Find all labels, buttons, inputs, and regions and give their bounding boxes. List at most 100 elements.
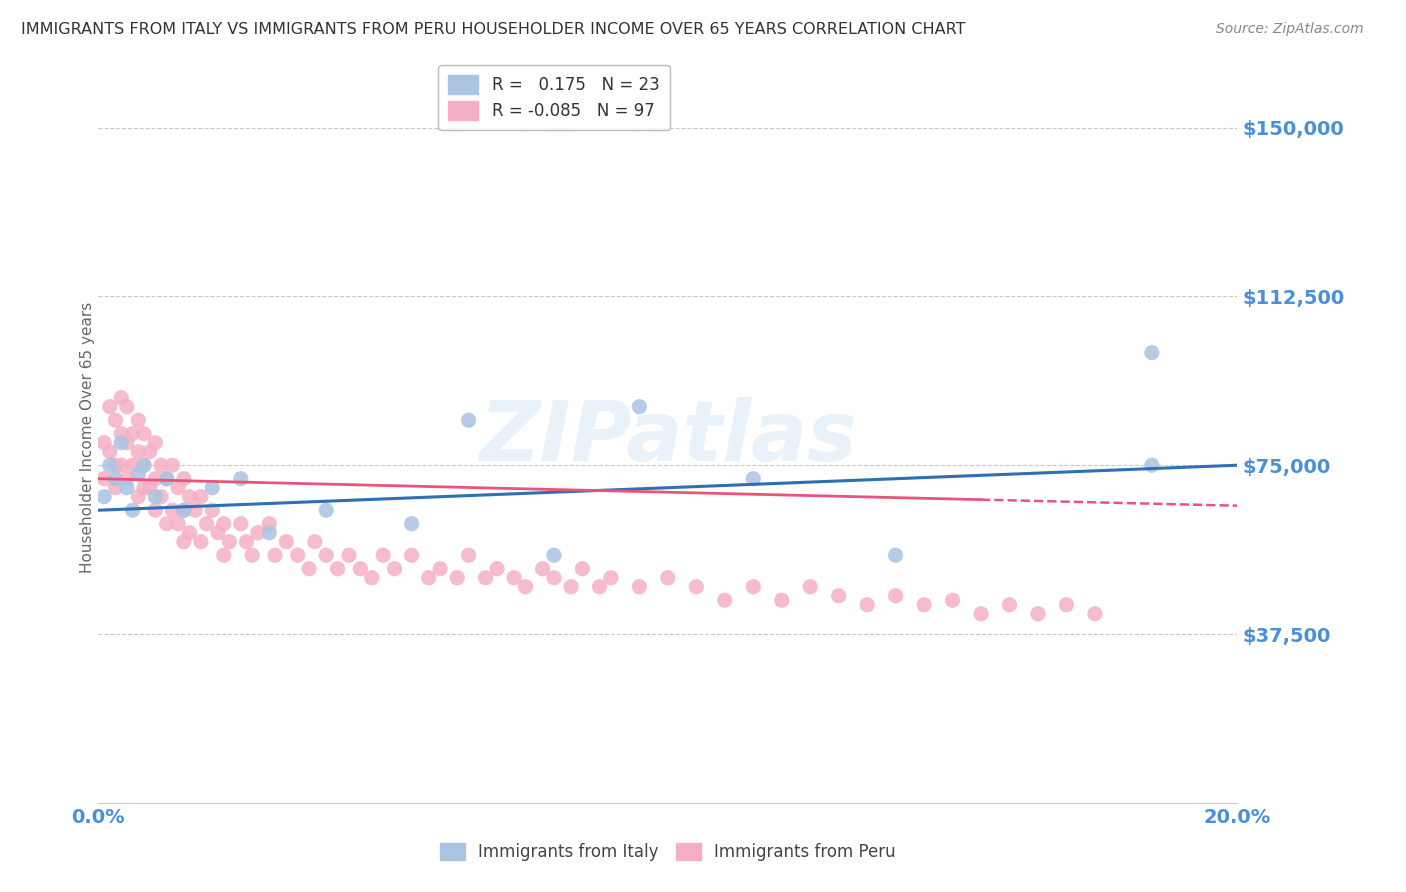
Point: [110, 391, 132, 405]
Point: [132, 481, 155, 495]
Point: [138, 481, 160, 495]
Point: [401, 516, 423, 531]
Point: [98, 458, 121, 473]
Point: [298, 562, 321, 576]
Text: ZIPatlas: ZIPatlas: [479, 397, 856, 477]
Point: [115, 435, 138, 450]
Point: [115, 472, 138, 486]
Point: [628, 400, 651, 414]
Point: [240, 548, 263, 562]
Point: [326, 562, 349, 576]
Point: [685, 580, 707, 594]
Point: [132, 426, 155, 441]
Point: [132, 458, 155, 473]
Point: [742, 580, 765, 594]
Point: [132, 458, 155, 473]
Point: [127, 490, 149, 504]
Point: [373, 548, 395, 562]
Point: [173, 503, 195, 517]
Point: [571, 562, 593, 576]
Point: [503, 571, 526, 585]
Point: [104, 458, 127, 473]
Point: [156, 472, 179, 486]
Point: [942, 593, 965, 607]
Point: [156, 516, 179, 531]
Point: [212, 516, 235, 531]
Point: [145, 472, 167, 486]
Point: [173, 534, 195, 549]
Point: [179, 490, 201, 504]
Point: [98, 444, 121, 458]
Point: [628, 580, 651, 594]
Point: [138, 444, 160, 458]
Point: [543, 548, 565, 562]
Point: [1140, 458, 1163, 473]
Y-axis label: Householder Income Over 65 years: Householder Income Over 65 years: [80, 301, 94, 573]
Point: [657, 571, 679, 585]
Point: [162, 503, 184, 517]
Point: [235, 534, 257, 549]
Point: [121, 426, 143, 441]
Point: [229, 516, 252, 531]
Point: [446, 571, 468, 585]
Point: [543, 571, 565, 585]
Point: [127, 444, 149, 458]
Point: [457, 413, 479, 427]
Point: [770, 593, 793, 607]
Point: [179, 525, 201, 540]
Point: [315, 503, 337, 517]
Point: [121, 458, 143, 473]
Point: [259, 516, 281, 531]
Point: [110, 435, 132, 450]
Point: [93, 490, 115, 504]
Point: [349, 562, 371, 576]
Point: [190, 490, 212, 504]
Point: [156, 472, 179, 486]
Point: [486, 562, 509, 576]
Point: [229, 472, 252, 486]
Point: [515, 580, 537, 594]
Point: [115, 481, 138, 495]
Point: [173, 472, 195, 486]
Point: [115, 400, 138, 414]
Point: [588, 580, 610, 594]
Legend: Immigrants from Italy, Immigrants from Peru: Immigrants from Italy, Immigrants from P…: [433, 836, 903, 868]
Point: [145, 435, 167, 450]
Point: [418, 571, 440, 585]
Point: [856, 598, 879, 612]
Point: [337, 548, 360, 562]
Point: [195, 516, 218, 531]
Point: [104, 472, 127, 486]
Point: [884, 589, 907, 603]
Point: [246, 525, 269, 540]
Point: [184, 503, 207, 517]
Point: [884, 548, 907, 562]
Point: [127, 467, 149, 482]
Point: [828, 589, 851, 603]
Point: [799, 580, 821, 594]
Point: [1026, 607, 1049, 621]
Point: [384, 562, 406, 576]
Point: [104, 481, 127, 495]
Point: [104, 413, 127, 427]
Point: [429, 562, 451, 576]
Point: [98, 400, 121, 414]
Point: [150, 490, 173, 504]
Point: [401, 548, 423, 562]
Point: [714, 593, 737, 607]
Point: [600, 571, 623, 585]
Point: [162, 458, 184, 473]
Point: [1140, 345, 1163, 359]
Point: [212, 548, 235, 562]
Point: [457, 548, 479, 562]
Point: [560, 580, 582, 594]
Point: [218, 534, 240, 549]
Point: [315, 548, 337, 562]
Point: [201, 481, 224, 495]
Point: [201, 503, 224, 517]
Point: [742, 472, 765, 486]
Point: [93, 435, 115, 450]
Point: [173, 503, 195, 517]
Point: [110, 426, 132, 441]
Point: [145, 490, 167, 504]
